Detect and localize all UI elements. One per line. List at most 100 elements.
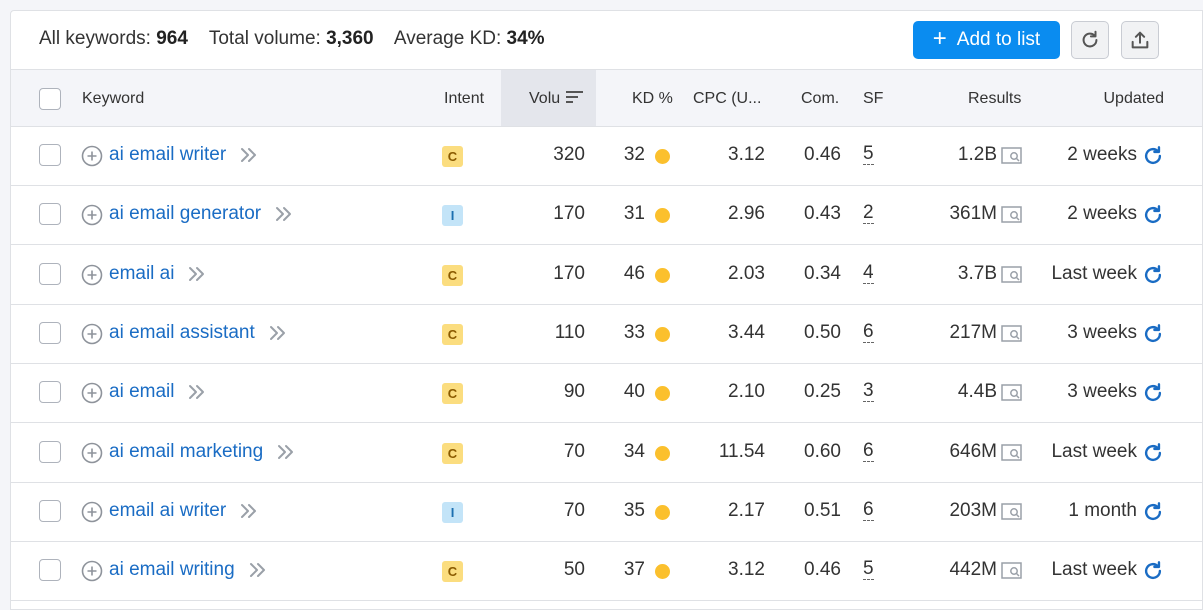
header-competition[interactable]: Com.	[801, 90, 840, 107]
serp-features-count[interactable]: 3	[863, 380, 874, 403]
add-keyword-icon[interactable]	[81, 560, 103, 582]
double-chevron-right-icon[interactable]	[240, 503, 258, 519]
serp-preview-icon[interactable]	[1001, 503, 1023, 521]
serp-preview-icon[interactable]	[1001, 147, 1023, 165]
header-sf[interactable]: SF	[863, 90, 884, 107]
double-chevron-right-icon[interactable]	[240, 147, 258, 163]
kd-difficulty-dot	[655, 386, 670, 402]
row-checkbox[interactable]	[39, 559, 61, 582]
row-checkbox[interactable]	[39, 262, 61, 285]
row-checkbox[interactable]	[39, 144, 61, 166]
volume-value: 50	[563, 559, 585, 581]
serp-preview-icon[interactable]	[1001, 206, 1023, 224]
double-chevron-right-icon[interactable]	[269, 325, 287, 341]
intent-badge: C	[442, 383, 463, 405]
updated-value: Last week	[1051, 440, 1137, 462]
double-chevron-right-icon[interactable]	[275, 206, 293, 222]
header-keyword[interactable]: Keyword	[82, 90, 145, 107]
results-value: 1.2B	[957, 144, 997, 165]
row-checkbox[interactable]	[39, 203, 61, 226]
serp-preview-icon[interactable]	[1001, 384, 1023, 402]
all-keywords-stat: All keywords: 964	[39, 28, 188, 49]
average-kd-label: Average KD:	[393, 28, 502, 49]
export-button[interactable]	[1121, 21, 1159, 59]
refresh-button[interactable]	[1071, 21, 1109, 59]
row-checkbox[interactable]	[39, 440, 61, 463]
header-kd[interactable]: KD %	[632, 90, 673, 107]
serp-features-count[interactable]: 6	[863, 320, 874, 343]
kd-difficulty-dot	[655, 208, 670, 224]
keyword-link[interactable]: ai email generator	[109, 203, 293, 225]
export-icon	[1131, 31, 1149, 49]
select-all-checkbox[interactable]	[39, 88, 61, 110]
results-value: 3.7B	[957, 262, 997, 284]
add-to-list-button[interactable]: + Add to list	[913, 21, 1060, 59]
table-header: Keyword Intent Volu KD % CPC (U... Com. …	[11, 69, 1202, 127]
add-keyword-icon[interactable]	[81, 323, 103, 345]
double-chevron-right-icon[interactable]	[249, 562, 267, 578]
kd-difficulty-dot	[655, 267, 670, 283]
refresh-row-icon[interactable]	[1142, 559, 1164, 583]
serp-preview-icon[interactable]	[1001, 265, 1023, 284]
keyword-link[interactable]: ai email writing	[109, 559, 267, 581]
header-cpc[interactable]: CPC (U...	[693, 90, 762, 107]
add-keyword-icon[interactable]	[81, 501, 103, 523]
header-volume[interactable]: Volu	[529, 90, 584, 108]
keyword-link[interactable]: email ai writer	[109, 500, 258, 522]
row-checkbox[interactable]	[39, 499, 61, 522]
all-keywords-value: 964	[156, 28, 188, 49]
refresh-row-icon[interactable]	[1142, 144, 1164, 168]
cpc-value: 3.12	[728, 144, 765, 165]
keyword-text: ai email	[109, 381, 175, 403]
double-chevron-right-icon[interactable]	[277, 444, 295, 460]
competition-value: 0.46	[804, 559, 841, 581]
refresh-row-icon[interactable]	[1142, 263, 1164, 287]
table-row: ai email marketing C 70 34 11.54 0.60 6 …	[11, 424, 1202, 483]
add-keyword-icon[interactable]	[81, 145, 103, 167]
row-checkbox[interactable]	[39, 321, 61, 344]
header-updated[interactable]: Updated	[1103, 90, 1165, 107]
keyword-link[interactable]: ai email marketing	[109, 441, 295, 463]
header-results[interactable]: Results	[968, 90, 1022, 107]
keyword-link[interactable]: ai email assistant	[109, 322, 287, 344]
refresh-row-icon[interactable]	[1142, 203, 1164, 227]
row-checkbox[interactable]	[39, 381, 61, 404]
total-volume-stat: Total volume: 3,360	[209, 28, 374, 49]
refresh-row-icon[interactable]	[1142, 500, 1164, 524]
double-chevron-right-icon[interactable]	[188, 384, 206, 400]
add-keyword-icon[interactable]	[81, 442, 103, 464]
serp-features-count[interactable]: 6	[863, 498, 874, 521]
kd-value: 33	[623, 321, 645, 343]
total-volume-label: Total volume:	[208, 28, 321, 49]
double-chevron-right-icon[interactable]	[188, 266, 206, 282]
serp-preview-icon[interactable]	[1001, 325, 1023, 343]
serp-features-count[interactable]: 5	[863, 143, 874, 165]
add-keyword-icon[interactable]	[81, 204, 103, 226]
serp-features-count[interactable]: 6	[863, 439, 874, 462]
sort-descending-icon	[565, 91, 583, 103]
serp-features-count[interactable]: 5	[863, 558, 874, 581]
keyword-link[interactable]: email ai	[109, 263, 206, 285]
updated-value: Last week	[1051, 559, 1137, 581]
competition-value: 0.43	[804, 203, 841, 225]
add-keyword-icon[interactable]	[81, 382, 103, 404]
serp-preview-icon[interactable]	[1001, 562, 1023, 580]
table-row: ai email C 90 40 2.10 0.25 3 4.4B 3 week…	[11, 364, 1202, 424]
keyword-link[interactable]: ai email writer	[109, 144, 258, 166]
updated-value: 2 weeks	[1067, 203, 1137, 225]
serp-features-count[interactable]: 4	[863, 261, 874, 284]
add-keyword-icon[interactable]	[81, 264, 103, 286]
keyword-link[interactable]: ai email	[109, 381, 206, 403]
kd-difficulty-dot	[655, 326, 670, 342]
header-intent[interactable]: Intent	[444, 90, 485, 107]
serp-preview-icon[interactable]	[1001, 443, 1023, 462]
updated-value: 3 weeks	[1067, 381, 1137, 403]
serp-features-count[interactable]: 2	[863, 202, 874, 225]
kd-value: 31	[623, 203, 645, 225]
volume-value: 70	[563, 440, 585, 462]
keyword-table-card: All keywords: 964 Total volume: 3,360 Av…	[10, 10, 1203, 610]
refresh-row-icon[interactable]	[1142, 322, 1164, 346]
add-to-list-label: Add to list	[956, 29, 1041, 50]
refresh-row-icon[interactable]	[1142, 381, 1164, 405]
refresh-row-icon[interactable]	[1142, 441, 1164, 465]
